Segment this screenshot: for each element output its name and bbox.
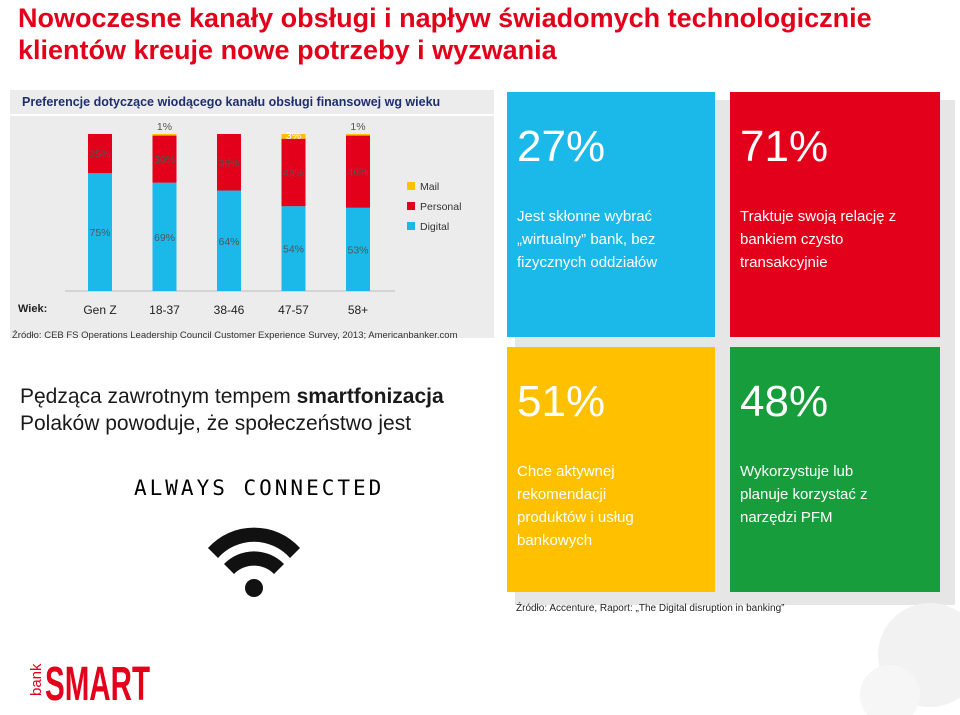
- stat-percent: 71%: [740, 122, 829, 171]
- data-label: 25%: [89, 149, 110, 161]
- decorative-circles: [860, 603, 960, 715]
- legend-label: Mail: [420, 181, 439, 193]
- bar-personal: [152, 135, 177, 183]
- bar-mail: [152, 134, 177, 136]
- legend-swatch: [407, 202, 415, 210]
- stat-percent: 27%: [517, 122, 606, 171]
- wifi-icon: [208, 527, 300, 597]
- bar-digital: [217, 190, 241, 291]
- stat-text-line: bankowych: [517, 532, 593, 549]
- stat-text-line: rekomendacji: [517, 486, 607, 503]
- data-label: 46%: [347, 167, 368, 179]
- logo-smart-text: SMART: [45, 658, 150, 704]
- stat-text-line: planuje korzystać z: [740, 486, 868, 503]
- data-label: 43%: [283, 167, 304, 179]
- stat-text-line: „wirtualny” bank, bez: [517, 231, 656, 248]
- chart-heading: Preferencje dotyczące wiodącego kanału o…: [22, 95, 441, 109]
- always-connected-text: ALWAYS CONNECTED: [134, 476, 385, 500]
- stat-tile-recommendations: 51% Chce aktywnej rekomendacji produktów…: [507, 347, 715, 592]
- stat-text-line: bankiem czysto: [740, 231, 844, 248]
- page-title: Nowoczesne kanały obsługi i napływ świad…: [18, 3, 872, 65]
- bar-personal: [88, 134, 112, 174]
- heading-divider: [10, 114, 494, 116]
- stat-text-line: Jest skłonne wybrać: [517, 208, 653, 225]
- bar-personal: [281, 138, 306, 207]
- data-label: 3%: [286, 130, 301, 142]
- x-tick-label: 18-37: [149, 303, 180, 317]
- legend-label: Digital: [420, 221, 449, 233]
- stat-tile-transactional: 71% Traktuje swoją relację z bankiem czy…: [730, 92, 940, 337]
- data-label: 1%: [157, 121, 172, 133]
- bar-digital: [88, 173, 112, 291]
- legend-label: Personal: [420, 201, 461, 213]
- bar-mail: [346, 134, 370, 136]
- bar-digital: [346, 207, 370, 291]
- data-label: 69%: [154, 232, 175, 244]
- banksmart-logo: bank SMART: [28, 658, 150, 704]
- stat-text-line: narzędzi PFM: [740, 509, 833, 526]
- legend-swatch: [407, 222, 415, 230]
- bar-personal: [217, 134, 241, 191]
- data-label: 30%: [154, 154, 175, 166]
- stat-tile-pfm: 48% Wykorzystuje lub planuje korzystać z…: [730, 347, 940, 592]
- bar-digital: [281, 206, 306, 291]
- bar-mail: [281, 134, 306, 139]
- promo-prefix: Pędząca zawrotnym tempem: [20, 385, 297, 408]
- legend-swatch: [407, 182, 415, 190]
- data-label: 36%: [218, 157, 239, 169]
- stat-text-line: transakcyjnie: [740, 254, 828, 271]
- x-tick-label: 58+: [348, 303, 368, 317]
- logo-bank-text: bank: [28, 663, 45, 696]
- promo-line-1: Pędząca zawrotnym tempem smartfonizacja: [20, 383, 500, 410]
- x-tick-label: 38-46: [214, 303, 245, 317]
- data-label: 1%: [350, 121, 365, 133]
- stat-percent: 48%: [740, 377, 829, 426]
- stat-text-line: Wykorzystuje lub: [740, 463, 854, 480]
- stat-text-line: Chce aktywnej: [517, 463, 615, 480]
- x-axis-label: Wiek:: [18, 303, 47, 315]
- stat-text-line: Traktuje swoją relację z: [740, 208, 897, 225]
- stacked-bar-chart: 75% 25% Gen Z 69% 30% 1% 18-37 64% 36% 38-46 54% 43…: [18, 121, 461, 317]
- data-label: 53%: [347, 244, 368, 256]
- data-label: 54%: [283, 244, 304, 256]
- bar-digital: [152, 182, 177, 291]
- stat-tile-virtual-bank: 27% Jest skłonne wybrać „wirtualny” bank…: [507, 92, 715, 337]
- promo-bold: smartfonizacja: [296, 385, 444, 408]
- tiles-source: Źródło: Accenture, Raport: „The Digital …: [516, 603, 785, 614]
- data-label: 64%: [218, 236, 239, 248]
- stat-text-line: produktów i usług: [517, 509, 634, 526]
- stat-text-line: fizycznych oddziałów: [517, 254, 658, 271]
- promo-line-2: Polaków powoduje, że społeczeństwo jest: [20, 412, 412, 435]
- x-tick-label: 47-57: [278, 303, 309, 317]
- data-label: 75%: [89, 227, 110, 239]
- x-tick-label: Gen Z: [83, 303, 116, 317]
- stat-percent: 51%: [517, 377, 606, 426]
- chart-source: Źródło: CEB FS Operations Leadership Cou…: [12, 330, 458, 341]
- bar-personal: [346, 135, 370, 208]
